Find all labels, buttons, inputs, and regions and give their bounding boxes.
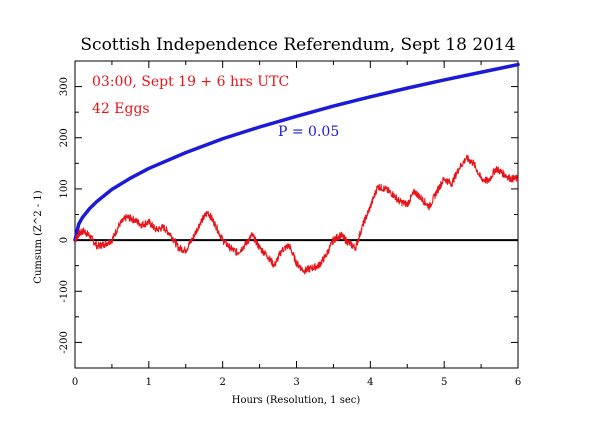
- data-layer: [73, 62, 520, 275]
- y-tick-label: 200: [59, 128, 70, 147]
- annotation-p-value: P = 0.05: [278, 124, 339, 140]
- y-tick-label: 300: [59, 77, 70, 96]
- chart-title: Scottish Independence Referendum, Sept 1…: [80, 35, 515, 55]
- y-tick-label: -100: [59, 280, 70, 302]
- y-tick-label: 100: [59, 179, 70, 198]
- y-tick-label: -200: [59, 331, 70, 353]
- x-tick-label: 1: [146, 377, 152, 388]
- y-tick-label: 0: [59, 237, 70, 243]
- x-axis-label: Hours (Resolution, 1 sec): [232, 395, 361, 406]
- y-axis-label: Cumsum (Z^2 - 1): [33, 190, 44, 283]
- series-line-cumsum: [74, 154, 519, 275]
- series-line-envelope: [73, 62, 520, 242]
- x-tick-label: 0: [72, 377, 78, 388]
- x-tick-label: 2: [219, 377, 225, 388]
- annotation-time: 03:00, Sept 19 + 6 hrs UTC: [92, 74, 289, 90]
- x-tick-label: 6: [515, 377, 521, 388]
- x-tick-label: 5: [441, 377, 447, 388]
- x-tick-label: 4: [367, 377, 373, 388]
- x-tick-label: 3: [293, 377, 299, 388]
- annotation-eggs: 42 Eggs: [92, 101, 150, 117]
- axes-layer: 0 1 2 3 4 5 6 -200 -100 0 100 200 300: [59, 60, 521, 388]
